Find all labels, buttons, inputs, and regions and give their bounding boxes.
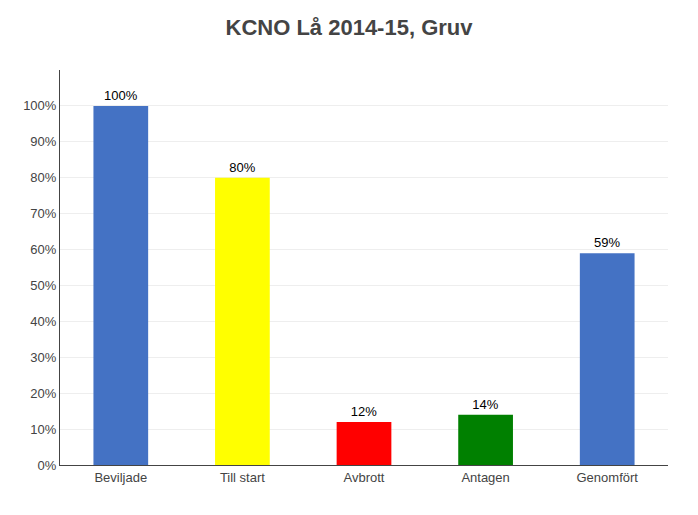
svg-text:Antagen: Antagen (461, 470, 509, 485)
svg-text:40%: 40% (30, 314, 56, 329)
svg-text:50%: 50% (30, 278, 56, 293)
svg-text:80%: 80% (30, 170, 56, 185)
svg-text:14%: 14% (472, 397, 498, 412)
svg-text:Avbrott: Avbrott (344, 470, 385, 485)
svg-text:90%: 90% (30, 134, 56, 149)
svg-text:Beviljade: Beviljade (94, 470, 147, 485)
svg-text:100%: 100% (23, 98, 57, 113)
svg-text:70%: 70% (30, 206, 56, 221)
svg-text:KCNO Lå 2014-15, Gruv: KCNO Lå 2014-15, Gruv (226, 15, 474, 40)
svg-text:Genomfört: Genomfört (576, 470, 638, 485)
svg-text:60%: 60% (30, 242, 56, 257)
svg-text:59%: 59% (594, 235, 620, 250)
svg-text:12%: 12% (351, 404, 377, 419)
svg-text:0%: 0% (38, 458, 57, 473)
svg-text:Till start: Till start (220, 470, 265, 485)
svg-text:80%: 80% (229, 160, 255, 175)
svg-text:30%: 30% (30, 350, 56, 365)
svg-text:10%: 10% (30, 422, 56, 437)
svg-text:100%: 100% (104, 88, 138, 103)
svg-text:20%: 20% (30, 386, 56, 401)
